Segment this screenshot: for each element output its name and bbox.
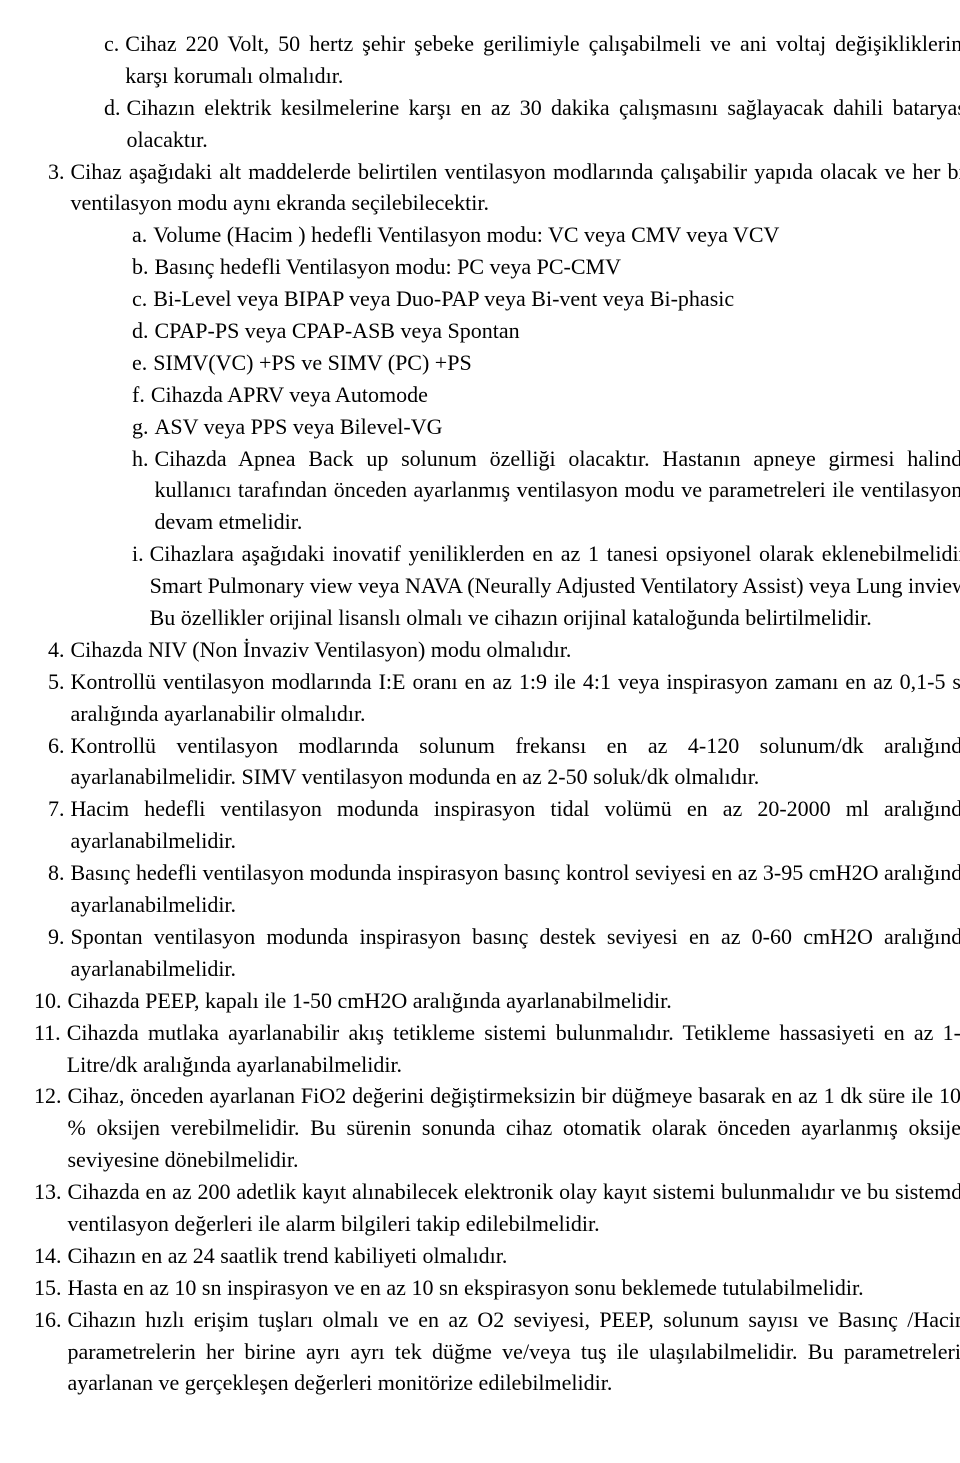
list-item: e. SIMV(VC) +PS ve SIMV (PC) +PS (12, 347, 960, 379)
item-text: Cihazda mutlaka ayarlanabilir akış tetik… (67, 1017, 960, 1081)
item-text: Cihaz aşağıdaki alt maddelerde belirtile… (71, 156, 960, 220)
list-item: 3. Cihaz aşağıdaki alt maddelerde belirt… (12, 156, 960, 220)
item-text: Spontan ventilasyon modunda inspirasyon … (71, 921, 960, 985)
item-text: Bi-Level veya BIPAP veya Duo-PAP veya Bi… (153, 283, 960, 315)
item-marker: 11. (34, 1017, 67, 1081)
list-item: 8. Basınç hedefli ventilasyon modunda in… (12, 857, 960, 921)
list-item: 16. Cihazın hızlı erişim tuşları olmalı … (12, 1304, 960, 1400)
item-marker: 13. (34, 1176, 68, 1240)
list-item: 7. Hacim hedefli ventilasyon modunda ins… (12, 793, 960, 857)
item-marker: g. (132, 411, 155, 443)
item-text: Hasta en az 10 sn inspirasyon ve en az 1… (68, 1272, 960, 1304)
item-marker: f. (132, 379, 151, 411)
item-marker: 12. (34, 1080, 68, 1176)
list-item: 5. Kontrollü ventilasyon modlarında I:E … (12, 666, 960, 730)
list-item: 9. Spontan ventilasyon modunda inspirasy… (12, 921, 960, 985)
list-item: c. Cihaz 220 Volt, 50 hertz şehir şebeke… (12, 28, 960, 92)
item-text: Volume (Hacim ) hedefli Ventilasyon modu… (153, 219, 960, 251)
item-marker: 8. (48, 857, 71, 921)
item-marker: c. (104, 28, 125, 92)
item-marker: c. (132, 283, 153, 315)
item-marker: 14. (34, 1240, 68, 1272)
list-item: 11. Cihazda mutlaka ayarlanabilir akış t… (12, 1017, 960, 1081)
item-text: Kontrollü ventilasyon modlarında I:E ora… (71, 666, 960, 730)
item-text: Cihaz, önceden ayarlanan FiO2 değerini d… (68, 1080, 960, 1176)
item-text: Cihazın en az 24 saatlik trend kabiliyet… (68, 1240, 960, 1272)
list-item: 6. Kontrollü ventilasyon modlarında solu… (12, 730, 960, 794)
item-text: Basınç hedefli ventilasyon modunda inspi… (71, 857, 960, 921)
item-marker: h. (132, 443, 155, 539)
item-text: Cihazın elektrik kesilmelerine karşı en … (127, 92, 960, 156)
list-item: d. Cihazın elektrik kesilmelerine karşı … (12, 92, 960, 156)
list-item: b. Basınç hedefli Ventilasyon modu: PC v… (12, 251, 960, 283)
item-marker: b. (132, 251, 155, 283)
item-marker: d. (104, 92, 127, 156)
item-text: ASV veya PPS veya Bilevel-VG (155, 411, 960, 443)
item-marker: 15. (34, 1272, 68, 1304)
item-text: SIMV(VC) +PS ve SIMV (PC) +PS (153, 347, 960, 379)
list-item: h. Cihazda Apnea Back up solunum özelliğ… (12, 443, 960, 539)
list-item: 12. Cihaz, önceden ayarlanan FiO2 değeri… (12, 1080, 960, 1176)
item-text: Cihaz 220 Volt, 50 hertz şehir şebeke ge… (125, 28, 960, 92)
item-marker: 16. (34, 1304, 68, 1400)
item-marker: 7. (48, 793, 71, 857)
item-text: Cihazda Apnea Back up solunum özelliği o… (155, 443, 960, 539)
list-item: 4. Cihazda NIV (Non İnvaziv Ventilasyon)… (12, 634, 960, 666)
list-item: 14. Cihazın en az 24 saatlik trend kabil… (12, 1240, 960, 1272)
item-marker: e. (132, 347, 153, 379)
item-marker: 4. (48, 634, 71, 666)
item-marker: 10. (34, 985, 68, 1017)
list-item: c. Bi-Level veya BIPAP veya Duo-PAP veya… (12, 283, 960, 315)
item-marker: 9. (48, 921, 71, 985)
item-marker: 6. (48, 730, 71, 794)
item-text: Cihazlara aşağıdaki inovatif yeniliklerd… (150, 538, 960, 634)
item-marker: 5. (48, 666, 71, 730)
list-item: a. Volume (Hacim ) hedefli Ventilasyon m… (12, 219, 960, 251)
item-text: CPAP-PS veya CPAP-ASB veya Spontan (155, 315, 960, 347)
item-text: Cihazda APRV veya Automode (151, 379, 960, 411)
list-item: i. Cihazlara aşağıdaki inovatif yenilikl… (12, 538, 960, 634)
item-text: Cihazda NIV (Non İnvaziv Ventilasyon) mo… (71, 634, 960, 666)
item-text: Basınç hedefli Ventilasyon modu: PC veya… (155, 251, 960, 283)
list-item: 15. Hasta en az 10 sn inspirasyon ve en … (12, 1272, 960, 1304)
list-item: d. CPAP-PS veya CPAP-ASB veya Spontan (12, 315, 960, 347)
item-text: Hacim hedefli ventilasyon modunda inspir… (71, 793, 960, 857)
item-text: Cihazda en az 200 adetlik kayıt alınabil… (68, 1176, 960, 1240)
item-marker: 3. (48, 156, 71, 220)
item-text: Cihazda PEEP, kapalı ile 1-50 cmH2O aral… (68, 985, 960, 1017)
list-item: 13. Cihazda en az 200 adetlik kayıt alın… (12, 1176, 960, 1240)
list-item: g. ASV veya PPS veya Bilevel-VG (12, 411, 960, 443)
item-text: Kontrollü ventilasyon modlarında solunum… (71, 730, 960, 794)
list-item: f. Cihazda APRV veya Automode (12, 379, 960, 411)
item-marker: i. (132, 538, 150, 634)
item-text: Cihazın hızlı erişim tuşları olmalı ve e… (68, 1304, 960, 1400)
item-marker: a. (132, 219, 153, 251)
item-marker: d. (132, 315, 155, 347)
list-item: 10. Cihazda PEEP, kapalı ile 1-50 cmH2O … (12, 985, 960, 1017)
